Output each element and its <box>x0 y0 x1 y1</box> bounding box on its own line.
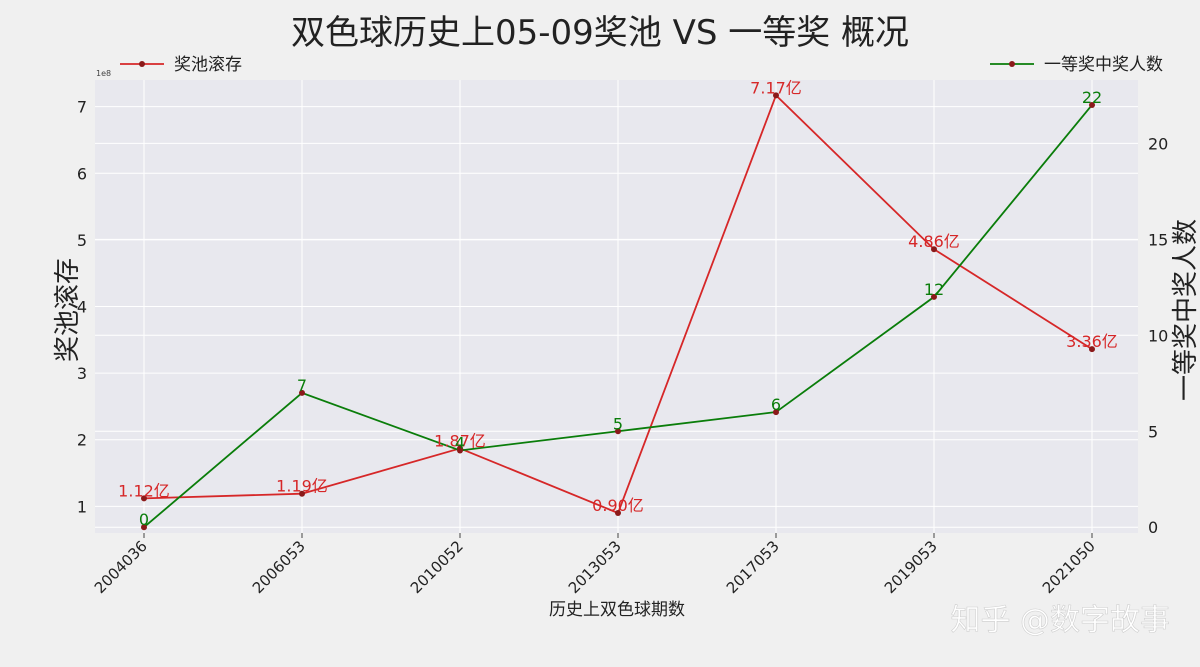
x-tick-label: 2013053 <box>565 537 625 597</box>
grid-lines <box>95 80 1138 533</box>
legend-right: 一等奖中奖人数 <box>990 55 1163 75</box>
left-tick-label: 6 <box>77 164 87 183</box>
right-tick-label: 0 <box>1148 518 1158 537</box>
legend-right-label: 一等奖中奖人数 <box>1044 55 1163 75</box>
data-label: 7.17亿 <box>750 78 802 97</box>
series-layer <box>141 92 1095 531</box>
x-tick-label: 2006053 <box>249 537 309 597</box>
legend-left-marker <box>139 61 145 67</box>
data-label-layer: 1.12亿 1.19亿 1.87亿 0.90亿 7.17亿 4.86亿 3.36亿 0 7 4 5 6… <box>118 78 1118 529</box>
left-tick-label: 4 <box>77 298 87 317</box>
data-point <box>931 246 937 253</box>
data-point <box>773 409 779 416</box>
x-tick-label: 2004036 <box>91 537 151 597</box>
left-axis-label: 奖池滚存 <box>53 258 83 362</box>
data-label: 4 <box>455 433 465 452</box>
left-y-axis: 1 2 3 4 5 6 7 <box>77 98 87 517</box>
right-tick-label: 10 <box>1148 326 1168 345</box>
data-label: 12 <box>924 280 944 299</box>
right-y-axis: 0 5 10 15 20 <box>1148 134 1168 537</box>
chart-title: 双色球历史上05-09奖池 VS 一等奖 概况 <box>291 13 909 53</box>
x-axis: 2004036 2006053 2010052 2013053 2017053 20190… <box>91 533 1099 597</box>
data-label: 0 <box>139 510 149 529</box>
x-tick-label: 2017053 <box>723 537 783 597</box>
data-point <box>773 92 779 99</box>
x-tick-label: 2019053 <box>881 537 941 597</box>
data-point <box>141 524 147 531</box>
left-tick-label: 1 <box>77 497 87 516</box>
legend-left: 奖池滚存 <box>120 55 242 75</box>
data-label: 3.36亿 <box>1066 332 1118 351</box>
data-label: 6 <box>771 395 781 414</box>
right-axis-label: 一等奖中奖人数 <box>1171 219 1200 401</box>
data-point <box>615 510 621 517</box>
left-tick-label: 7 <box>77 98 87 117</box>
data-point <box>615 428 621 435</box>
legend-left-label: 奖池滚存 <box>174 55 242 75</box>
right-tick-label: 15 <box>1148 230 1168 249</box>
legend-right-marker <box>1009 61 1015 67</box>
data-label: 1.12亿 <box>118 481 170 500</box>
data-point <box>931 293 937 300</box>
data-label: 22 <box>1082 88 1102 107</box>
data-point <box>1089 101 1095 108</box>
left-tick-label: 5 <box>77 231 87 250</box>
x-tick-label: 2010052 <box>407 537 467 597</box>
data-point <box>299 389 305 396</box>
left-tick-label: 3 <box>77 364 87 383</box>
data-label: 0.90亿 <box>592 496 644 515</box>
data-point <box>1089 346 1095 353</box>
watermark: 知乎 @数字故事 <box>950 603 1170 638</box>
data-label: 1.19亿 <box>276 477 328 496</box>
right-tick-label: 20 <box>1148 134 1168 153</box>
x-tick-label: 2021050 <box>1039 537 1099 597</box>
data-point <box>299 490 305 497</box>
data-point <box>457 447 463 454</box>
data-point <box>141 495 147 502</box>
right-tick-label: 5 <box>1148 422 1158 441</box>
data-label: 4.86亿 <box>908 232 960 251</box>
left-tick-label: 2 <box>77 431 87 450</box>
data-label: 5 <box>613 414 623 433</box>
left-axis-offset: 1e8 <box>96 69 111 78</box>
x-axis-label: 历史上双色球期数 <box>549 600 685 620</box>
data-label: 7 <box>297 376 307 395</box>
data-label: 1.87亿 <box>434 431 486 450</box>
